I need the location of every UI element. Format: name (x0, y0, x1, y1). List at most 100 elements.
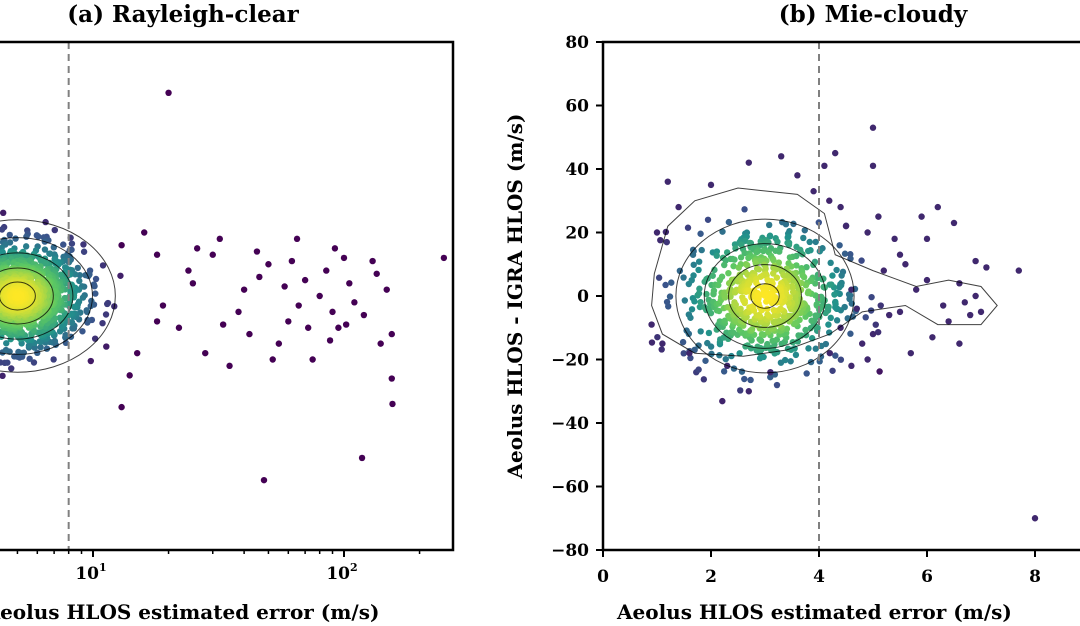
panel-a-x-label: Aeolus HLOS estimated error (m/s) (0, 600, 379, 624)
data-point (956, 280, 963, 287)
data-point (681, 297, 689, 304)
panel-a-x-ticks: 101 102 (16, 550, 421, 584)
data-point (685, 330, 693, 338)
data-point (872, 321, 879, 328)
data-point (688, 306, 696, 313)
data-point (774, 238, 781, 246)
data-point (335, 324, 342, 331)
data-point (666, 293, 674, 300)
data-point (748, 325, 756, 333)
y-tick-label: −40 (551, 414, 589, 434)
data-point (99, 319, 106, 327)
data-point (91, 335, 99, 342)
data-point (807, 324, 814, 332)
data-point (30, 359, 38, 366)
data-point (773, 381, 781, 389)
data-point (956, 340, 963, 347)
data-point (80, 248, 88, 255)
data-point (812, 238, 819, 246)
data-point (295, 302, 302, 309)
data-point (388, 375, 395, 382)
x-tick-label: 4 (813, 567, 825, 587)
data-point (805, 247, 812, 255)
data-point (945, 318, 952, 325)
x-tick-label: 2 (705, 567, 717, 587)
data-point (304, 324, 312, 331)
data-point (764, 305, 771, 313)
data-point (680, 350, 687, 357)
data-point (829, 272, 836, 279)
data-point (972, 257, 979, 265)
panel-b-y-label: Aeolus HLOS - IGRA HLOS (m/s) (503, 114, 527, 480)
data-point (707, 181, 715, 189)
data-point (31, 344, 38, 351)
data-point (736, 350, 743, 357)
data-point (697, 298, 704, 306)
data-point (1015, 267, 1022, 274)
data-point (803, 370, 810, 377)
data-point (833, 266, 840, 274)
data-point (720, 368, 728, 375)
data-point (744, 262, 751, 269)
data-point (202, 349, 209, 357)
data-point (827, 259, 834, 267)
data-point (891, 235, 898, 243)
data-point (808, 317, 815, 324)
data-point (0, 372, 6, 380)
data-point (71, 303, 78, 311)
data-point (918, 213, 925, 220)
data-point (822, 309, 829, 317)
data-point (351, 299, 358, 306)
data-point (260, 476, 268, 484)
data-point (794, 338, 802, 345)
data-point (22, 243, 30, 250)
data-point (658, 346, 665, 353)
data-point (665, 303, 672, 310)
data-point (679, 338, 687, 346)
panel-b-y-ticks: −80 −60 −40 −20 0 20 40 60 80 (551, 33, 603, 561)
data-point (967, 311, 974, 319)
data-point (141, 229, 148, 236)
data-point (825, 321, 832, 328)
data-point (377, 340, 384, 347)
data-point (275, 340, 283, 347)
data-point (741, 249, 748, 257)
data-point (0, 209, 7, 217)
data-point (126, 372, 133, 379)
data-point (695, 266, 702, 274)
data-point (219, 321, 227, 328)
data-point (845, 291, 853, 298)
data-point (3, 340, 10, 347)
data-point (923, 235, 931, 243)
data-point (342, 321, 350, 328)
data-point (780, 271, 787, 279)
data-point (323, 267, 330, 274)
data-point (56, 314, 64, 321)
data-point (84, 316, 91, 324)
data-point (704, 339, 711, 347)
panel-b-contours (651, 187, 998, 374)
data-point (868, 293, 875, 301)
data-point (725, 312, 732, 320)
data-point (837, 203, 844, 211)
data-point (329, 308, 336, 316)
data-point (695, 290, 703, 297)
x-tick-label: 0 (597, 567, 609, 587)
data-point (801, 227, 808, 234)
data-point (360, 311, 368, 319)
data-point (862, 314, 869, 321)
data-point (869, 124, 877, 131)
data-point (934, 203, 941, 211)
data-point (788, 263, 795, 270)
data-point (842, 222, 850, 230)
data-point (15, 348, 22, 356)
data-point (737, 254, 745, 261)
data-point (35, 233, 42, 240)
panel-b-points (648, 124, 1039, 522)
data-point (118, 403, 125, 411)
y-tick-label: 0 (577, 287, 589, 307)
data-point (812, 345, 819, 352)
data-point (826, 197, 833, 204)
data-point (877, 302, 884, 309)
density-contour (0, 281, 36, 311)
